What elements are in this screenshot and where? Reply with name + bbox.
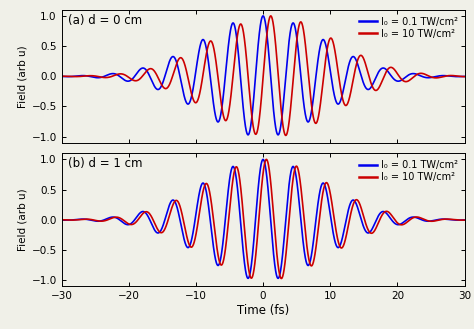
I₀ = 0.1 TW/cm² [462,218,467,222]
I₀ = 10 TW/cm² [210,217,216,221]
I₀ = 10 TW/cm² [279,277,284,281]
I₀ = 10 TW/cm² [458,74,464,78]
I₀ = 0.1 TW/cm² [239,94,245,98]
Y-axis label: Field (arb u): Field (arb u) [18,45,27,108]
I₀ = 0.1 TW/cm² [239,238,245,242]
I₀ = 0.1 TW/cm² [210,245,216,249]
X-axis label: Time (fs): Time (fs) [237,304,289,317]
I₀ = 10 TW/cm² [156,78,162,82]
I₀ = 0.1 TW/cm² [59,218,64,222]
I₀ = 10 TW/cm² [462,218,467,222]
I₀ = 10 TW/cm² [264,158,269,162]
I₀ = 10 TW/cm² [156,230,162,234]
I₀ = 0.1 TW/cm² [458,218,464,222]
I₀ = 10 TW/cm² [210,45,216,49]
I₀ = 0.1 TW/cm² [260,14,266,18]
I₀ = 10 TW/cm² [239,24,245,28]
I₀ = 0.1 TW/cm² [210,102,216,106]
I₀ = 0.1 TW/cm² [155,88,160,91]
I₀ = 10 TW/cm² [152,70,158,74]
I₀ = 0.1 TW/cm² [59,74,64,78]
I₀ = 10 TW/cm² [155,74,160,78]
Y-axis label: Field (arb u): Field (arb u) [18,189,27,251]
I₀ = 0.1 TW/cm² [152,229,158,233]
I₀ = 0.1 TW/cm² [245,133,251,137]
I₀ = 10 TW/cm² [155,227,160,231]
I₀ = 0.1 TW/cm² [156,87,162,91]
I₀ = 10 TW/cm² [462,75,467,79]
Text: (b) d = 1 cm: (b) d = 1 cm [68,157,142,170]
Line: I₀ = 0.1 TW/cm²: I₀ = 0.1 TW/cm² [62,160,465,278]
I₀ = 0.1 TW/cm² [155,231,160,235]
Text: (a) d = 0 cm: (a) d = 0 cm [68,14,142,27]
Legend: I₀ = 0.1 TW/cm², I₀ = 10 TW/cm²: I₀ = 0.1 TW/cm², I₀ = 10 TW/cm² [356,156,462,186]
I₀ = 0.1 TW/cm² [458,75,464,79]
Legend: I₀ = 0.1 TW/cm², I₀ = 10 TW/cm²: I₀ = 0.1 TW/cm², I₀ = 10 TW/cm² [356,13,462,42]
I₀ = 10 TW/cm² [59,74,64,78]
I₀ = 10 TW/cm² [283,134,289,138]
I₀ = 0.1 TW/cm² [156,230,162,234]
I₀ = 0.1 TW/cm² [260,158,266,162]
I₀ = 10 TW/cm² [458,218,464,222]
Line: I₀ = 10 TW/cm²: I₀ = 10 TW/cm² [62,160,465,279]
I₀ = 0.1 TW/cm² [245,276,251,280]
I₀ = 10 TW/cm² [59,218,64,222]
I₀ = 0.1 TW/cm² [152,86,158,89]
I₀ = 10 TW/cm² [268,14,273,18]
I₀ = 10 TW/cm² [152,222,158,226]
Line: I₀ = 0.1 TW/cm²: I₀ = 0.1 TW/cm² [62,16,465,135]
I₀ = 0.1 TW/cm² [462,74,467,78]
Line: I₀ = 10 TW/cm²: I₀ = 10 TW/cm² [62,16,465,136]
I₀ = 10 TW/cm² [239,200,245,204]
